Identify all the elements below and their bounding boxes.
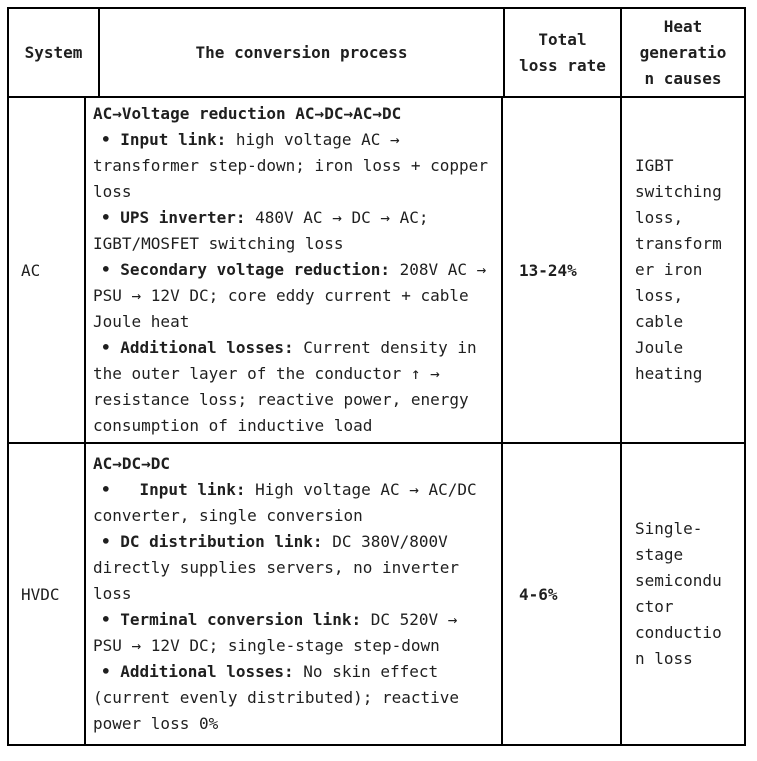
header-system: System bbox=[9, 9, 100, 96]
heat-causes-text: Single-stage semiconductor conduction lo… bbox=[635, 519, 722, 668]
system-cell: AC bbox=[9, 98, 86, 442]
process-bullet: • Input link: High voltage AC → AC/DC co… bbox=[93, 477, 489, 529]
bullet-label: • UPS inverter: bbox=[101, 208, 246, 227]
process-title: AC→Voltage reduction AC→DC→AC→DC bbox=[93, 104, 402, 123]
bullet-label: • DC distribution link: bbox=[101, 532, 323, 551]
process-title: AC→DC→DC bbox=[93, 454, 171, 473]
total-loss-rate-cell: 13-24% bbox=[503, 98, 622, 442]
bullet-label: • Secondary voltage reduction: bbox=[101, 260, 390, 279]
process-bullet: • Additional losses: No skin effect (cur… bbox=[93, 659, 489, 737]
bullet-text: 480V AC → DC → AC; IGBT/MOSFET switching… bbox=[93, 208, 439, 253]
heat-causes-text: IGBT switching loss, transformer iron lo… bbox=[635, 156, 722, 383]
header-total-loss-rate: Total loss rate bbox=[505, 9, 622, 96]
table-row-ac: AC AC→Voltage reduction AC→DC→AC→DC • In… bbox=[9, 98, 744, 444]
process-bullet: • UPS inverter: 480V AC → DC → AC; IGBT/… bbox=[93, 205, 489, 257]
header-conversion-process-label: The conversion process bbox=[195, 42, 408, 62]
heat-generation-causes-cell: Single-stage semiconductor conduction lo… bbox=[622, 444, 744, 744]
bullet-text: DC 380V/800V directly supplies servers, … bbox=[93, 532, 469, 603]
process-bullet: • Additional losses: Current density in … bbox=[93, 335, 489, 439]
conversion-process-cell: AC→DC→DC • Input link: High voltage AC →… bbox=[86, 444, 503, 744]
bullet-label: • Additional losses: bbox=[101, 338, 294, 357]
header-total-loss-rate-label: Total loss rate bbox=[519, 29, 606, 75]
process-bullet: • Terminal conversion link: DC 520V → PS… bbox=[93, 607, 489, 659]
heat-generation-causes-cell: IGBT switching loss, transformer iron lo… bbox=[622, 98, 744, 442]
bullet-text: No skin effect (current evenly distribut… bbox=[93, 662, 469, 733]
conversion-process-cell: AC→Voltage reduction AC→DC→AC→DC • Input… bbox=[86, 98, 503, 442]
total-loss-rate-cell: 4-6% bbox=[503, 444, 622, 744]
header-system-label: System bbox=[24, 42, 83, 62]
bullet-text: High voltage AC → AC/DC converter, singl… bbox=[93, 480, 487, 525]
bullet-text: high voltage AC → transformer step-down;… bbox=[93, 130, 498, 201]
bullet-text: DC 520V → PSU → 12V DC; single-stage ste… bbox=[93, 610, 468, 655]
header-heat-generation-causes: Heat generation causes bbox=[622, 9, 744, 96]
system-comparison-table: System The conversion process Total loss… bbox=[7, 7, 746, 746]
loss-rate-value: 13-24% bbox=[519, 260, 577, 280]
system-cell: HVDC bbox=[9, 444, 86, 744]
process-bullet: • DC distribution link: DC 380V/800V dir… bbox=[93, 529, 489, 607]
bullet-label: • Input link: bbox=[101, 480, 246, 499]
header-conversion-process: The conversion process bbox=[100, 9, 505, 96]
table-header-row: System The conversion process Total loss… bbox=[9, 9, 744, 98]
loss-rate-value: 4-6% bbox=[519, 584, 558, 604]
bullet-text: 208V AC → PSU → 12V DC; core eddy curren… bbox=[93, 260, 496, 331]
header-heat-generation-causes-label: Heat generation causes bbox=[639, 16, 727, 88]
process-bullet: • Secondary voltage reduction: 208V AC →… bbox=[93, 257, 489, 335]
system-name: HVDC bbox=[21, 584, 60, 604]
bullet-label: • Additional losses: bbox=[101, 662, 294, 681]
process-bullet: • Input link: high voltage AC → transfor… bbox=[93, 127, 489, 205]
bullet-label: • Input link: bbox=[101, 130, 227, 149]
table-row-hvdc: HVDC AC→DC→DC • Input link: High voltage… bbox=[9, 444, 744, 744]
system-name: AC bbox=[21, 260, 41, 280]
bullet-label: • Terminal conversion link: bbox=[101, 610, 362, 629]
bullet-text: Current density in the outer layer of th… bbox=[93, 338, 487, 435]
